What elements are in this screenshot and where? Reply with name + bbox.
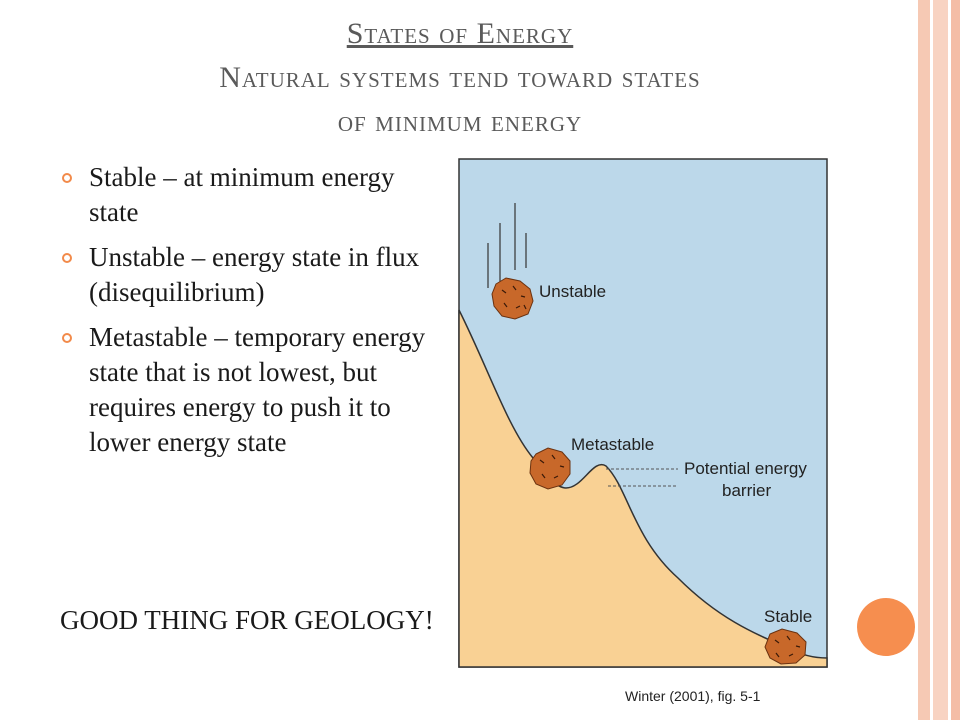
rock-stable-icon <box>764 628 807 665</box>
slide-title: States of Energy Natural systems tend to… <box>60 12 860 144</box>
bullet-circle-icon <box>62 253 72 263</box>
border-stripe <box>918 0 930 720</box>
figure-caption: Winter (2001), fig. 5-1 <box>625 688 761 704</box>
border-stripe <box>948 0 951 720</box>
rock-metastable-icon <box>529 447 571 490</box>
bullet-item: Unstable – energy state in flux (disequi… <box>60 240 440 310</box>
bullet-text: Metastable – temporary energy state that… <box>89 322 426 457</box>
falling-lines-icon <box>487 203 527 288</box>
title-line-1: States of Energy <box>346 17 574 50</box>
bullet-item: Stable – at minimum energy state <box>60 160 440 230</box>
label-unstable: Unstable <box>539 282 606 301</box>
bullet-list: Stable – at minimum energy state Unstabl… <box>60 160 440 470</box>
bullet-text: Stable – at minimum energy state <box>89 162 395 227</box>
energy-diagram: Unstable Metastable Potential energy bar… <box>458 158 828 668</box>
label-stable: Stable <box>764 607 812 626</box>
label-metastable: Metastable <box>571 435 654 454</box>
title-line-3: of minimum energy <box>337 105 583 138</box>
rock-unstable-icon <box>491 277 534 320</box>
border-stripe <box>930 0 933 720</box>
bullet-circle-icon <box>62 333 72 343</box>
border-stripe <box>933 0 948 720</box>
bullet-text: Unstable – energy state in flux (disequi… <box>89 242 420 307</box>
bullet-circle-icon <box>62 173 72 183</box>
bullet-item: Metastable – temporary energy state that… <box>60 320 440 460</box>
label-barrier-2: barrier <box>722 481 771 500</box>
decorative-circle <box>857 598 915 656</box>
label-barrier-1: Potential energy <box>684 459 807 478</box>
title-line-2: Natural systems tend toward states <box>219 61 701 94</box>
closing-note: GOOD THING FOR GEOLOGY! <box>60 605 434 635</box>
border-stripe <box>951 0 960 720</box>
